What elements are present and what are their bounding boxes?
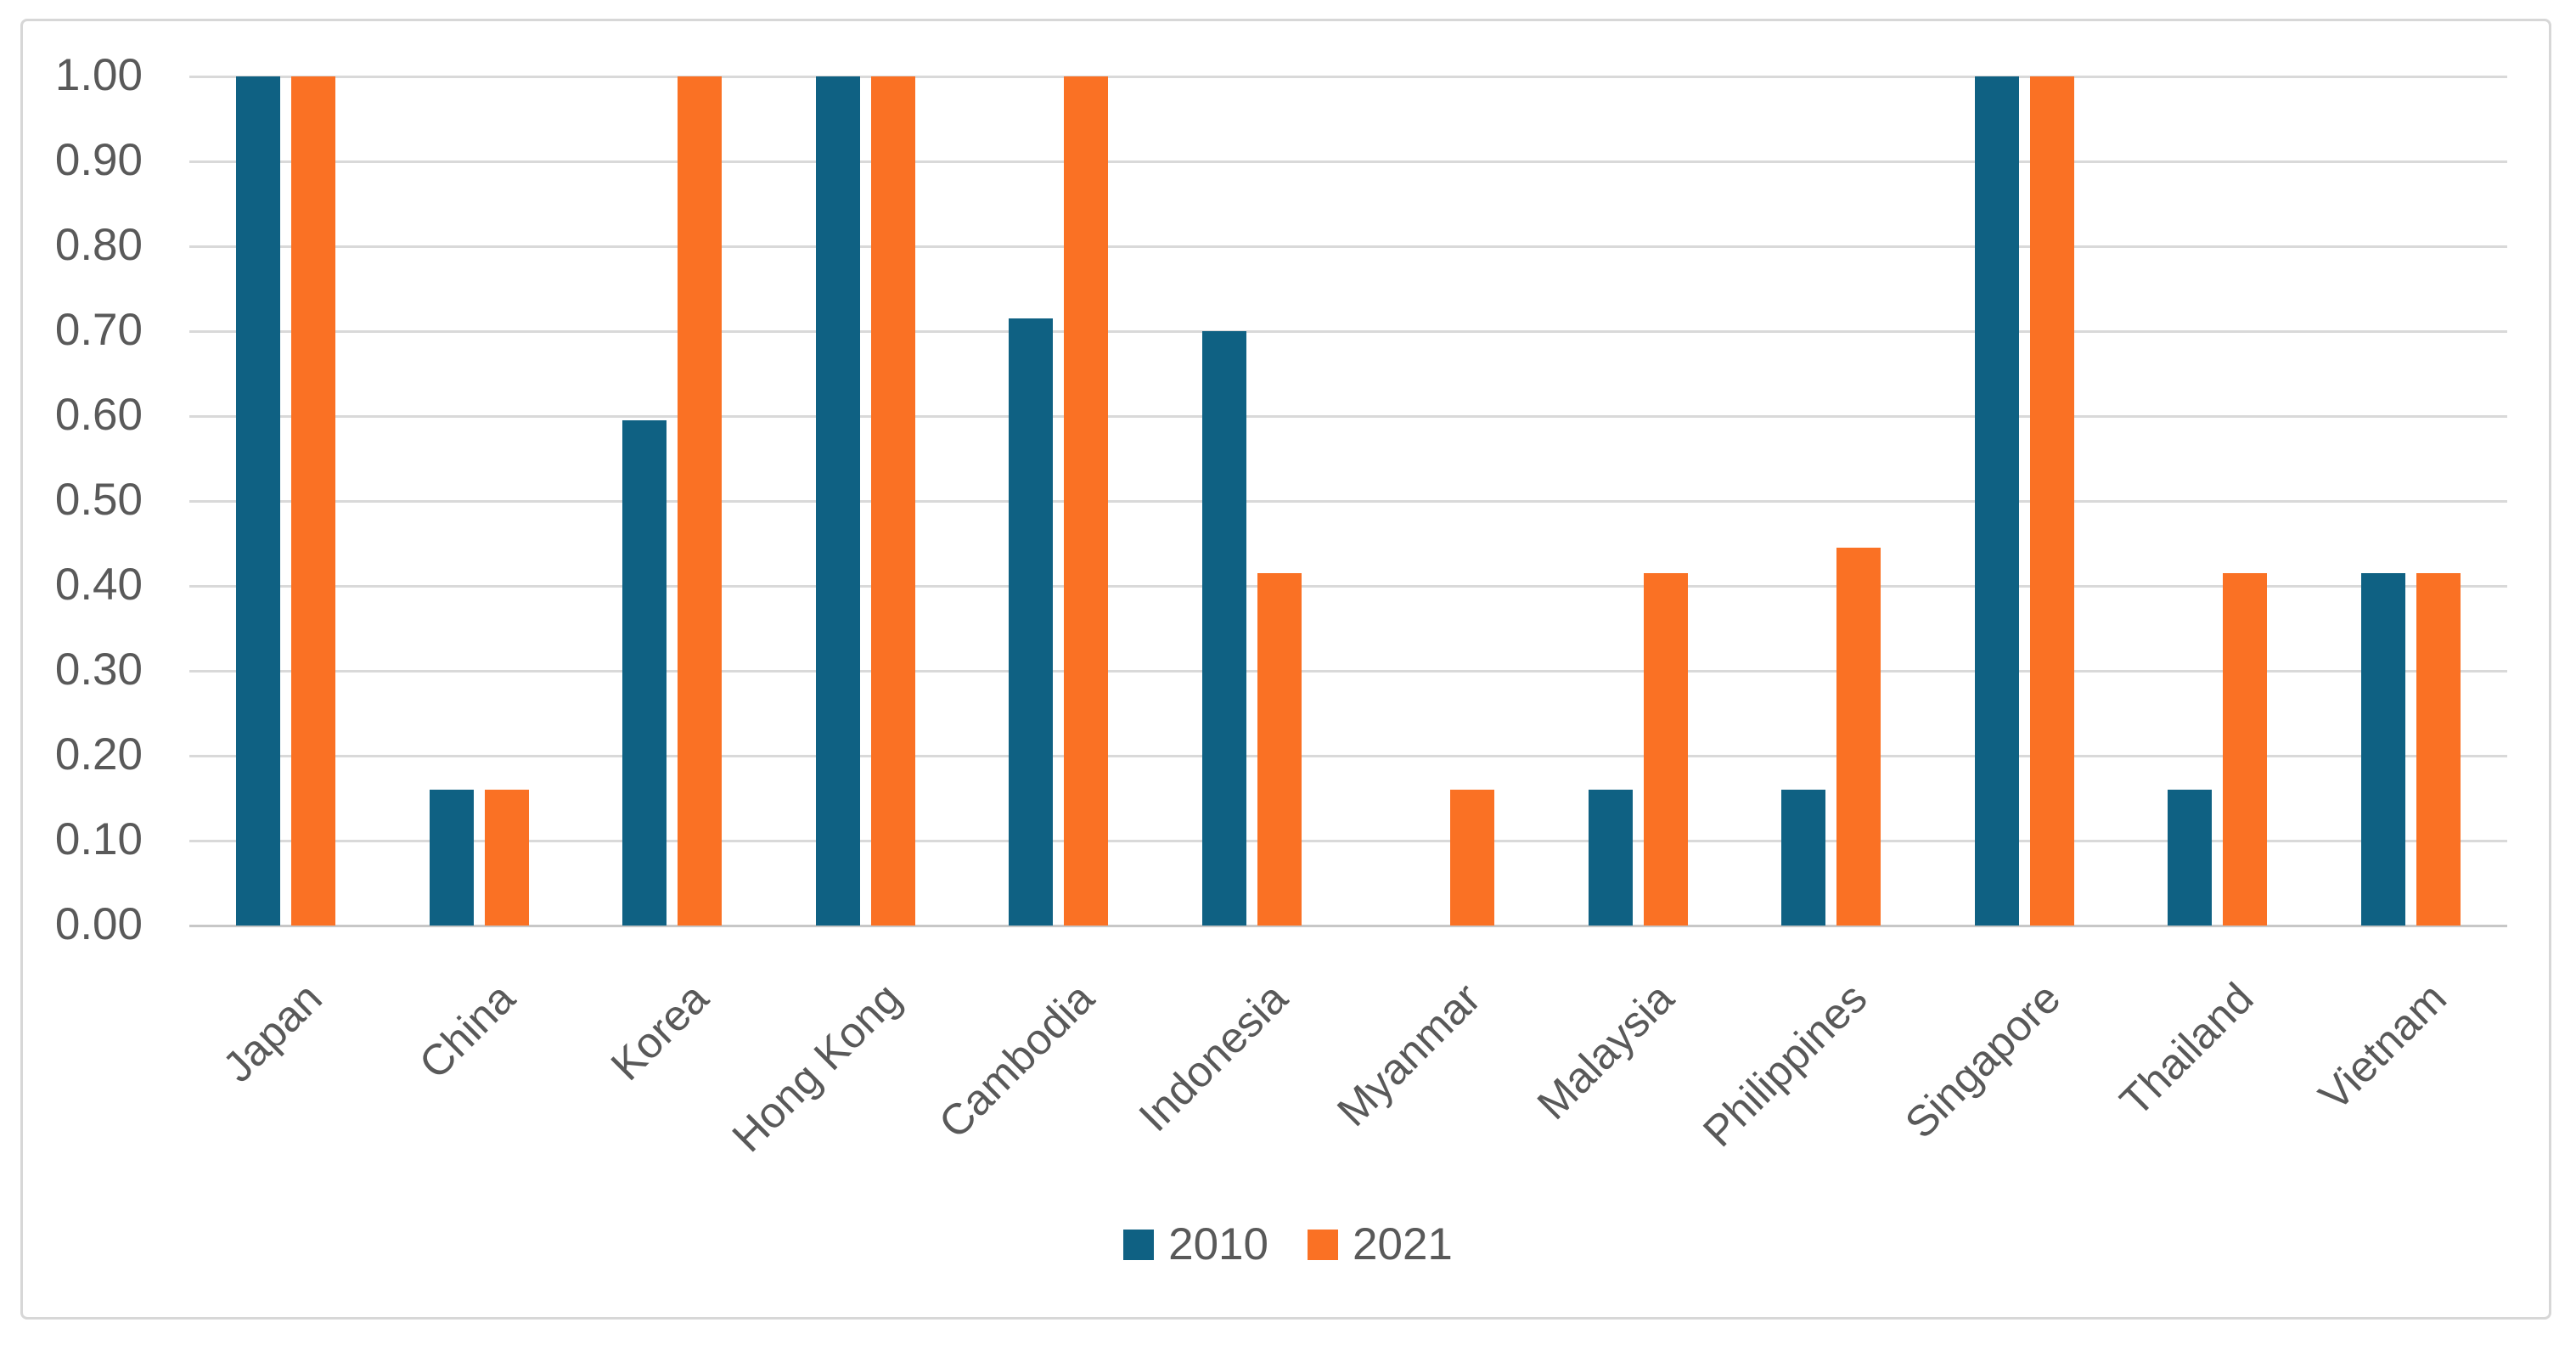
legend-label-2021: 2021 — [1353, 1219, 1453, 1269]
bar-singapore-2010 — [1975, 76, 2019, 926]
gridline-0.20 — [189, 754, 2507, 757]
y-tick-label-0.00: 0.00 — [54, 899, 143, 949]
bar-vietnam-2021 — [2416, 573, 2461, 926]
gridline-0.40 — [189, 584, 2507, 588]
legend-swatch-2021 — [1308, 1230, 1338, 1260]
bar-singapore-2021 — [2030, 76, 2074, 926]
y-tick-label-0.70: 0.70 — [54, 305, 143, 355]
bar-japan-2010 — [236, 76, 280, 926]
legend-label-2010: 2010 — [1168, 1219, 1268, 1269]
gridline-0.10 — [189, 839, 2507, 842]
bar-hong-kong-2021 — [871, 76, 915, 926]
gridline-0.30 — [189, 669, 2507, 672]
bar-indonesia-2021 — [1257, 573, 1302, 926]
gridline-0.70 — [189, 329, 2507, 333]
bar-korea-2021 — [678, 76, 722, 926]
gridline-0.00 — [189, 924, 2507, 927]
y-tick-label-0.60: 0.60 — [54, 390, 143, 440]
y-tick-label-0.10: 0.10 — [54, 814, 143, 864]
bar-myanmar-2021 — [1450, 790, 1494, 926]
bar-hong-kong-2010 — [816, 76, 860, 926]
bar-thailand-2021 — [2223, 573, 2267, 926]
bar-china-2010 — [430, 790, 474, 926]
gridline-0.50 — [189, 499, 2507, 503]
y-tick-label-0.80: 0.80 — [54, 220, 143, 270]
y-tick-label-0.40: 0.40 — [54, 560, 143, 610]
bar-malaysia-2010 — [1589, 790, 1633, 926]
legend-item-2021: 2021 — [1308, 1221, 1453, 1269]
plot-area — [189, 75, 2507, 927]
gridline-0.90 — [189, 160, 2507, 163]
gridline-0.80 — [189, 245, 2507, 248]
legend-swatch-2010 — [1123, 1230, 1155, 1260]
y-tick-label-0.20: 0.20 — [54, 729, 143, 779]
bar-malaysia-2021 — [1644, 573, 1688, 926]
legend: 2010 2021 — [0, 1221, 2576, 1269]
y-tick-label-0.30: 0.30 — [54, 644, 143, 695]
bar-indonesia-2010 — [1202, 331, 1246, 926]
bar-cambodia-2021 — [1064, 76, 1108, 926]
y-tick-label-0.50: 0.50 — [54, 475, 143, 525]
bar-philippines-2010 — [1781, 790, 1825, 926]
bar-vietnam-2010 — [2361, 573, 2405, 926]
bar-philippines-2021 — [1836, 548, 1881, 926]
bar-japan-2021 — [291, 76, 335, 926]
y-tick-label-0.90: 0.90 — [54, 135, 143, 185]
legend-item-2010: 2010 — [1123, 1221, 1268, 1269]
y-tick-label-1.00: 1.00 — [54, 50, 143, 100]
bar-thailand-2010 — [2168, 790, 2212, 926]
bar-china-2021 — [485, 790, 529, 926]
gridline-0.60 — [189, 414, 2507, 418]
bar-korea-2010 — [622, 420, 666, 926]
gridline-1.00 — [189, 75, 2507, 78]
bar-cambodia-2010 — [1009, 318, 1053, 926]
